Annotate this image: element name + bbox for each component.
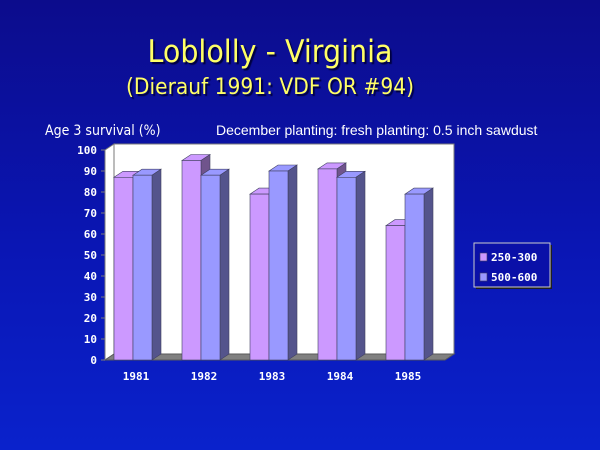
bar-250-300-1985: [385, 225, 406, 361]
y-tick-label: 90: [84, 165, 97, 178]
legend-label: 250-300: [491, 251, 537, 264]
y-tick-label: 40: [84, 270, 97, 283]
y-tick-label: 50: [84, 249, 97, 262]
slide-title: Loblolly - Virginia: [147, 34, 393, 70]
y-tick-label: 80: [84, 186, 97, 199]
legend-label: 500-600: [491, 271, 537, 284]
x-tick-label: 1985: [395, 370, 422, 383]
x-tick-label: 1984: [327, 370, 354, 383]
bar-500-600-1982: [200, 174, 221, 361]
y-tick-label: 60: [84, 228, 97, 241]
chart-legend: 250-300 500-600: [473, 242, 552, 289]
bar-250-300-1981: [113, 177, 134, 361]
y-tick-label: 0: [90, 354, 97, 367]
chart-note: December planting: fresh planting: 0.5 i…: [216, 122, 538, 138]
y-tick-label: 70: [84, 207, 97, 220]
x-tick-label: 1983: [259, 370, 286, 383]
legend-swatch: [479, 252, 488, 262]
x-tick-label: 1981: [123, 370, 150, 383]
bar-side: [151, 168, 162, 361]
x-tick-label: 1982: [191, 370, 218, 383]
chart-side-wall: [104, 143, 115, 361]
bar-side: [219, 168, 230, 361]
slide-subtitle: (Dierauf 1991: VDF OR #94): [126, 75, 414, 100]
y-tick-label: 30: [84, 291, 97, 304]
y-axis-label: Age 3 survival (%): [45, 123, 161, 139]
y-tick-label: 100: [77, 144, 97, 157]
bar-500-600-1984: [336, 177, 357, 361]
bar-500-600-1985: [404, 193, 425, 361]
bar-250-300-1983: [249, 193, 270, 361]
bar-500-600-1983: [268, 170, 289, 361]
legend-swatch: [479, 272, 488, 282]
bar-side: [423, 187, 434, 361]
bar-250-300-1984: [317, 168, 338, 361]
y-tick-label: 20: [84, 312, 97, 325]
bar-side: [355, 170, 366, 361]
bar-250-300-1982: [181, 160, 202, 361]
y-tick-label: 10: [84, 333, 97, 346]
bar-500-600-1981: [132, 174, 153, 361]
bar-side: [287, 164, 298, 361]
x-axis-ticks: 1981 1982 1983 1984 1985: [123, 370, 422, 383]
chart-bars: [113, 153, 434, 361]
y-axis-ticks: 0 10 20 30 40 50 60 70 80 90 100: [77, 144, 105, 367]
